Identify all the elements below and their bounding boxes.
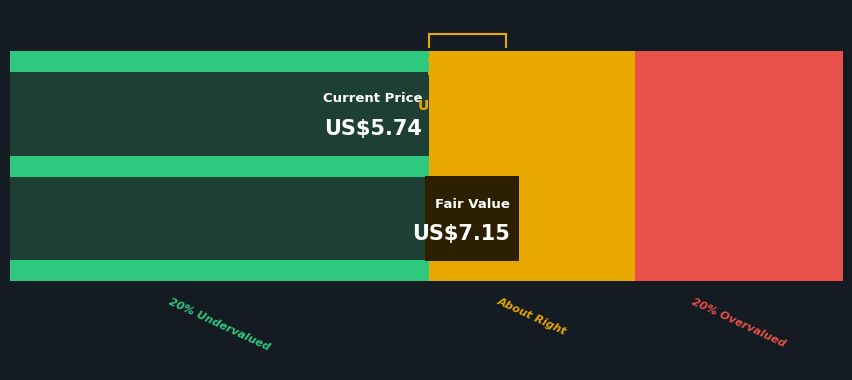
Bar bbox=[10, 260, 429, 281]
Bar bbox=[429, 156, 634, 177]
Text: 20% Overvalued: 20% Overvalued bbox=[689, 296, 786, 349]
Text: 20% Undervalued: 20% Undervalued bbox=[167, 296, 272, 352]
Bar bbox=[429, 260, 634, 281]
Bar bbox=[429, 177, 634, 260]
Text: 19.7%: 19.7% bbox=[423, 56, 510, 81]
Bar bbox=[634, 177, 842, 260]
Bar bbox=[634, 156, 842, 177]
Bar bbox=[424, 176, 518, 261]
Bar bbox=[634, 51, 842, 72]
Bar bbox=[10, 177, 429, 260]
Text: About Right: About Right bbox=[495, 296, 567, 337]
Text: US$5.74: US$5.74 bbox=[324, 119, 422, 139]
Bar bbox=[634, 72, 842, 156]
Text: Fair Value: Fair Value bbox=[435, 198, 509, 211]
Bar bbox=[10, 51, 429, 72]
Bar bbox=[429, 72, 634, 156]
Text: Current Price: Current Price bbox=[322, 92, 422, 105]
Bar bbox=[10, 156, 429, 177]
Text: Undervalued: Undervalued bbox=[417, 100, 516, 113]
Text: US$7.15: US$7.15 bbox=[412, 224, 509, 244]
Bar bbox=[429, 51, 634, 72]
Bar bbox=[10, 72, 429, 156]
Bar bbox=[634, 260, 842, 281]
